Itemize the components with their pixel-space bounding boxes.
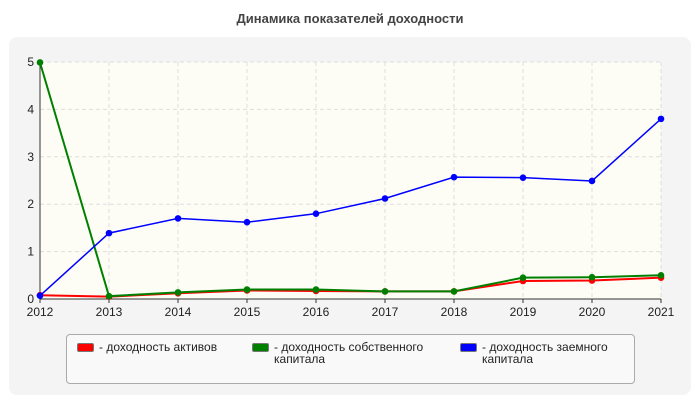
x-tick-label: 2021 xyxy=(648,305,675,319)
legend-swatch xyxy=(460,343,477,352)
x-tick-label: 2012 xyxy=(27,305,54,319)
y-tick-label: 4 xyxy=(27,102,34,116)
x-tick-label: 2019 xyxy=(510,305,537,319)
y-tick-label: 2 xyxy=(27,197,34,211)
data-point xyxy=(174,215,182,222)
data-point xyxy=(588,177,596,185)
data-point xyxy=(243,286,251,293)
data-point xyxy=(381,195,389,202)
data-point xyxy=(36,59,44,66)
chart-title: Динамика показателей доходности xyxy=(236,11,464,26)
y-tick-label: 5 xyxy=(27,55,34,69)
data-point xyxy=(312,210,320,217)
data-point xyxy=(450,173,458,181)
y-tick-label: 0 xyxy=(27,292,34,306)
data-point xyxy=(174,289,182,296)
legend-label: - доходность собственного капитала xyxy=(274,340,424,366)
x-tick-label: 2016 xyxy=(303,305,330,319)
x-tick-label: 2017 xyxy=(372,305,399,319)
data-point xyxy=(588,273,596,281)
data-point xyxy=(105,292,113,300)
data-point xyxy=(657,272,665,279)
legend-label: - доходность заемного капитала xyxy=(482,340,608,366)
y-tick-label: 3 xyxy=(27,150,34,164)
data-point xyxy=(105,229,113,237)
data-point xyxy=(312,286,320,293)
data-point xyxy=(381,288,389,295)
data-point xyxy=(519,174,527,181)
x-tick-label: 2014 xyxy=(165,305,192,319)
data-point xyxy=(657,115,665,123)
data-point xyxy=(243,218,251,226)
legend-label: - доходность активов xyxy=(99,340,218,354)
x-tick-label: 2018 xyxy=(441,305,468,319)
data-point xyxy=(36,292,44,299)
legend-swatch xyxy=(77,343,94,352)
x-tick-label: 2013 xyxy=(96,305,123,319)
x-tick-label: 2020 xyxy=(579,305,606,319)
series-line xyxy=(39,62,662,298)
plot-area xyxy=(40,62,661,299)
legend-swatch xyxy=(252,343,269,352)
x-tick-label: 2015 xyxy=(234,305,261,319)
data-point xyxy=(450,288,458,295)
series-line xyxy=(39,118,662,297)
legend: - доходность активов - доходность собств… xyxy=(66,334,635,384)
data-point xyxy=(519,274,527,281)
y-tick-label: 1 xyxy=(27,245,34,259)
